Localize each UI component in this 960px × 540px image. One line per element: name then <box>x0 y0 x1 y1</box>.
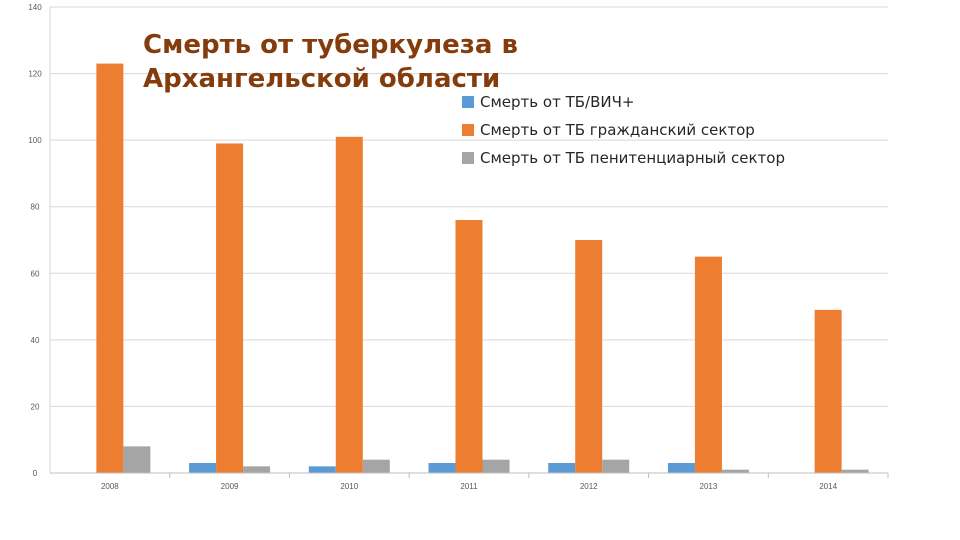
bar-2012-series-3 <box>602 459 630 473</box>
axes: 0 20 40 60 80 100 120 140 2008 2009 2010 2011 2012 20… <box>28 3 889 491</box>
y-tick-label: 40 <box>31 336 40 345</box>
bar-2010-series-1 <box>308 466 336 473</box>
bar-2011-series-3 <box>482 459 510 473</box>
x-tick-label: 2008 <box>101 482 119 491</box>
bar-2009-series-1 <box>189 463 217 473</box>
bar-2012-series-2 <box>575 240 603 473</box>
chart-title: Смерть от туберкулеза в Архангельской об… <box>143 30 518 94</box>
bar-2008-series-2 <box>96 63 124 473</box>
bar-2014-series-2 <box>814 309 842 473</box>
legend-swatch-civil <box>462 124 474 136</box>
bar-2011-series-2 <box>455 220 483 473</box>
x-tick-label: 2011 <box>460 482 478 491</box>
bar-2013-series-3 <box>721 469 749 473</box>
y-tick-label: 20 <box>31 402 40 411</box>
bar-2010-series-2 <box>335 136 363 474</box>
legend-item-civil: Смерть от ТБ гражданский сектор <box>462 116 785 144</box>
bar-2009-series-2 <box>216 143 244 473</box>
y-tick-label: 0 <box>33 469 38 478</box>
x-tick-label: 2009 <box>221 482 239 491</box>
bar-2011-series-1 <box>428 463 456 473</box>
x-tick-label: 2013 <box>700 482 718 491</box>
x-tick-label: 2010 <box>340 482 358 491</box>
bar-2013-series-1 <box>667 463 695 473</box>
x-tick-label: 2014 <box>819 482 837 491</box>
legend-item-hiv: Смерть от ТБ/ВИЧ+ <box>462 88 785 116</box>
y-tick-label: 140 <box>28 3 42 12</box>
legend: Смерть от ТБ/ВИЧ+ Смерть от ТБ гражданск… <box>462 88 785 172</box>
bar-2008-series-3 <box>123 446 151 473</box>
legend-label-hiv: Смерть от ТБ/ВИЧ+ <box>480 93 635 111</box>
legend-swatch-hiv <box>462 96 474 108</box>
bars <box>96 63 869 474</box>
bar-2010-series-3 <box>362 459 390 473</box>
bar-2009-series-3 <box>243 466 271 473</box>
y-tick-label: 100 <box>28 136 42 145</box>
bar-2014-series-3 <box>841 469 869 473</box>
legend-label-penitentiary: Смерть от ТБ пенитенциарный сектор <box>480 149 785 167</box>
x-tick-label: 2012 <box>580 482 598 491</box>
bar-2012-series-1 <box>548 463 576 473</box>
legend-label-civil: Смерть от ТБ гражданский сектор <box>480 121 755 139</box>
y-tick-label: 80 <box>31 203 40 212</box>
y-tick-label: 60 <box>31 269 40 278</box>
bar-2013-series-2 <box>694 256 722 473</box>
legend-item-penitentiary: Смерть от ТБ пенитенциарный сектор <box>462 144 785 172</box>
y-tick-label: 120 <box>28 70 42 79</box>
legend-swatch-penitentiary <box>462 152 474 164</box>
